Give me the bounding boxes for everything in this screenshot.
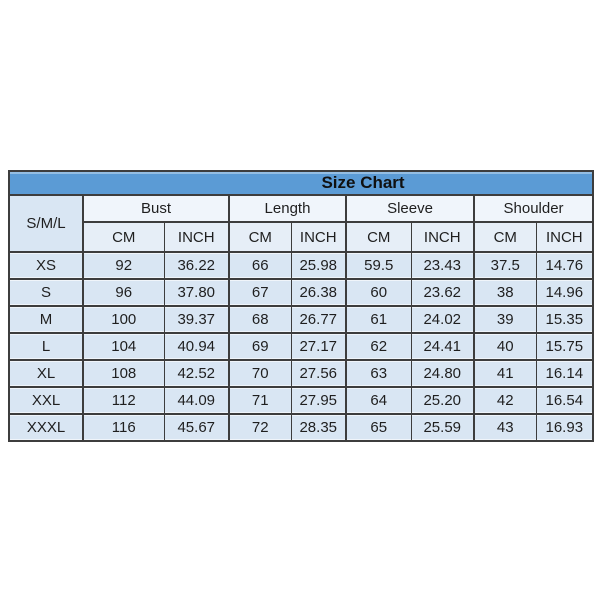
value-cell: 16.93 (535, 413, 594, 442)
value-cell: 16.54 (535, 386, 594, 415)
value-cell: 39.37 (163, 305, 230, 334)
value-cell: 66 (228, 251, 292, 280)
value-cell: 42.52 (163, 359, 230, 388)
value-cell: 65 (345, 413, 412, 442)
value-cell: 14.76 (535, 251, 594, 280)
value-cell: 41 (473, 359, 537, 388)
table-title: Size Chart (321, 173, 405, 192)
size-cell: L (8, 332, 84, 361)
table-row: L 104 40.94 69 27.17 62 24.41 40 15.75 (8, 332, 594, 361)
value-cell: 60 (345, 278, 412, 307)
value-cell: 44.09 (163, 386, 230, 415)
value-cell: 24.41 (410, 332, 475, 361)
size-cell: S (8, 278, 84, 307)
value-cell: 15.75 (535, 332, 594, 361)
size-cell: XXXL (8, 413, 84, 442)
value-cell: 42 (473, 386, 537, 415)
value-cell: 104 (82, 332, 165, 361)
value-cell: 39 (473, 305, 537, 334)
value-cell: 64 (345, 386, 412, 415)
value-cell: 69 (228, 332, 292, 361)
table-row: M 100 39.37 68 26.77 61 24.02 39 15.35 (8, 305, 594, 334)
value-cell: 71 (228, 386, 292, 415)
value-cell: 40 (473, 332, 537, 361)
value-cell: 16.14 (535, 359, 594, 388)
value-cell: 37.80 (163, 278, 230, 307)
value-cell: 28.35 (290, 413, 347, 442)
value-cell: 25.59 (410, 413, 475, 442)
value-cell: 116 (82, 413, 165, 442)
unit-header: INCH (290, 221, 347, 253)
value-cell: 24.02 (410, 305, 475, 334)
title-bar: Size Chart (8, 170, 594, 196)
value-cell: 38 (473, 278, 537, 307)
value-cell: 40.94 (163, 332, 230, 361)
unit-header-row: CM INCH CM INCH CM INCH CM INCH (9, 221, 594, 253)
value-cell: 67 (228, 278, 292, 307)
table-row: XXL 112 44.09 71 27.95 64 25.20 42 16.54 (8, 386, 594, 415)
value-cell: 45.67 (163, 413, 230, 442)
title-row: Size Chart (8, 170, 594, 196)
value-cell: 37.5 (473, 251, 537, 280)
value-cell: 27.56 (290, 359, 347, 388)
value-cell: 96 (82, 278, 165, 307)
size-cell: M (8, 305, 84, 334)
unit-header: CM (228, 221, 292, 253)
value-cell: 72 (228, 413, 292, 442)
value-cell: 36.22 (163, 251, 230, 280)
value-cell: 25.98 (290, 251, 347, 280)
unit-header: CM (82, 221, 165, 253)
column-group-bust: Bust (82, 194, 230, 223)
value-cell: 23.43 (410, 251, 475, 280)
value-cell: 61 (345, 305, 412, 334)
value-cell: 27.17 (290, 332, 347, 361)
unit-header: INCH (410, 221, 475, 253)
value-cell: 15.35 (535, 305, 594, 334)
value-cell: 24.80 (410, 359, 475, 388)
value-cell: 100 (82, 305, 165, 334)
unit-header: CM (345, 221, 412, 253)
value-cell: 92 (82, 251, 165, 280)
value-cell: 59.5 (345, 251, 412, 280)
table-row: S 96 37.80 67 26.38 60 23.62 38 14.96 (8, 278, 594, 307)
table-row: XS 92 36.22 66 25.98 59.5 23.43 37.5 14.76 (8, 251, 594, 280)
table-row: XL 108 42.52 70 27.56 63 24.80 41 16.14 (8, 359, 594, 388)
value-cell: 14.96 (535, 278, 594, 307)
value-cell: 27.95 (290, 386, 347, 415)
value-cell: 26.38 (290, 278, 347, 307)
size-table-body: XS 92 36.22 66 25.98 59.5 23.43 37.5 14.76 S 96 37.… (8, 251, 594, 442)
value-cell: 26.77 (290, 305, 347, 334)
column-group-length: Length (228, 194, 347, 223)
value-cell: 25.20 (410, 386, 475, 415)
column-group-sleeve: Sleeve (345, 194, 475, 223)
unit-header: CM (473, 221, 537, 253)
size-column-header: S/M/L (8, 194, 84, 253)
value-cell: 108 (82, 359, 165, 388)
unit-header: INCH (163, 221, 230, 253)
value-cell: 70 (228, 359, 292, 388)
unit-header: INCH (535, 221, 594, 253)
value-cell: 68 (228, 305, 292, 334)
size-chart-table: Size Chart S/M/L Bust Length Sleeve Shou… (8, 170, 595, 442)
value-cell: 112 (82, 386, 165, 415)
table-row: XXXL 116 45.67 72 28.35 65 25.59 43 16.93 (8, 413, 594, 442)
value-cell: 63 (345, 359, 412, 388)
value-cell: 23.62 (410, 278, 475, 307)
size-cell: XL (8, 359, 84, 388)
column-group-row: S/M/L Bust Length Sleeve Shoulder (8, 194, 594, 253)
size-cell: XS (8, 251, 84, 280)
size-cell: XXL (8, 386, 84, 415)
column-group-shoulder: Shoulder (472, 194, 594, 223)
value-cell: 62 (345, 332, 412, 361)
value-cell: 43 (473, 413, 537, 442)
